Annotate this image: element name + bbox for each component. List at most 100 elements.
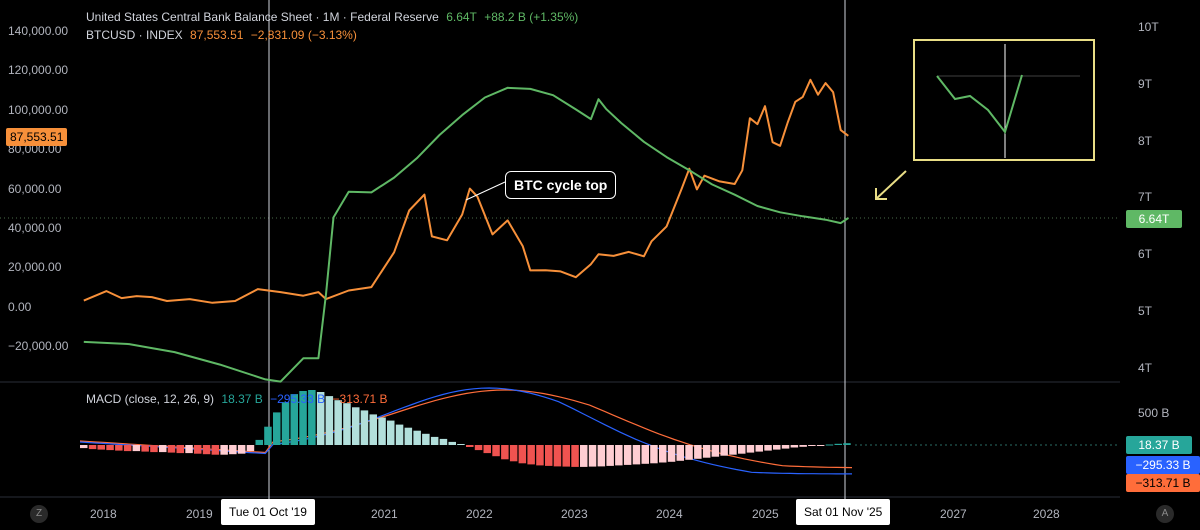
legend-balance-change: +88.2 B (+1.35%) [484, 10, 579, 24]
legend-macd: MACD (close, 12, 26, 9) 18.37 B −295.33 … [86, 392, 392, 406]
macd-histogram-bar [202, 445, 211, 455]
macd-histogram-bar [325, 396, 334, 445]
right-axis-tick: 9T [1138, 76, 1153, 91]
callout-pointer [465, 181, 506, 201]
macd-histogram-bar [580, 445, 588, 467]
right-axis-tick: 5T [1138, 304, 1153, 318]
macd-histogram-bar [404, 427, 413, 445]
left-axis-tick: 140,000.00 [8, 24, 69, 38]
x-axis-tick: 2023 [561, 507, 588, 521]
macd-histogram-bar [466, 445, 474, 447]
macd-histogram-bar [720, 445, 728, 456]
legend-balance-title: United States Central Bank Balance Sheet… [86, 10, 439, 24]
x-axis-tick: 2024 [656, 507, 683, 521]
auto-scale-icon[interactable]: A [1156, 505, 1174, 523]
macd-histogram-bar [176, 445, 184, 454]
macd-histogram-bar [527, 445, 535, 465]
macd-histogram-bar [299, 391, 307, 445]
macd-histogram-bar [667, 445, 676, 462]
macd-histogram-bar [123, 445, 132, 452]
x-axis-tick: 2019 [186, 507, 213, 521]
macd-histogram-bar [194, 445, 202, 454]
macd-histogram-bar [808, 445, 816, 446]
macd-histogram-bar [115, 445, 123, 451]
macd-histogram-bar [650, 445, 658, 464]
macd-histogram-bar [413, 430, 421, 445]
macd-histogram-bar [483, 445, 491, 454]
macd-histogram-bar [387, 420, 395, 445]
macd-histogram-bar [623, 445, 632, 465]
macd-histogram-bar [229, 445, 237, 455]
balance-price-tag: 6.64T [1126, 210, 1182, 228]
balance-sheet-line [83, 86, 849, 383]
macd-histogram-bar [834, 443, 842, 445]
macd-histogram-bar [694, 445, 702, 459]
macd-histogram-bar [702, 445, 711, 458]
macd-histogram-bar [799, 445, 807, 447]
macd-histogram-bar [843, 443, 851, 445]
macd-histogram-bar [729, 445, 737, 455]
x-axis-tick: 2025 [752, 507, 779, 521]
macd-histogram-bar [211, 445, 220, 455]
macd-signal-tag: −313.71 B [1126, 474, 1200, 492]
macd-histogram-bar [685, 445, 693, 460]
macd-histogram-bar [790, 445, 799, 448]
macd-histogram-bar [316, 392, 325, 445]
macd-histogram-bar [773, 445, 781, 450]
x-axis-tick: 2022 [466, 507, 493, 521]
macd-histogram-bar [237, 445, 246, 454]
legend-btc-value: 87,553.51 [190, 28, 244, 42]
macd-histogram-bar [588, 445, 597, 467]
legend-balance-sheet: United States Central Bank Balance Sheet… [86, 10, 582, 24]
macd-histogram-bar [764, 445, 772, 451]
left-axis-tick: −20,000.00 [8, 339, 69, 354]
macd-histogram-bar [290, 394, 298, 445]
macd-histogram-bar [562, 445, 570, 467]
macd-histogram-bar [615, 445, 623, 466]
macd-histogram-bar [273, 412, 281, 445]
macd-histogram-bar [659, 445, 667, 463]
macd-histogram-bar [492, 445, 500, 457]
macd-histogram-bar [132, 445, 141, 452]
macd-histogram-bar [334, 400, 342, 445]
macd-histogram-bar [360, 410, 369, 445]
x-axis-tick: 2021 [371, 507, 398, 521]
btc-price-line [83, 78, 849, 304]
left-axis-tick: 120,000.00 [8, 63, 69, 78]
macd-histogram-bar [738, 445, 746, 454]
macd-histogram-bar [150, 445, 158, 453]
macd-histogram-bar [88, 445, 97, 450]
macd-histogram-bar [457, 444, 465, 445]
inset-balance-line [936, 74, 1023, 135]
legend-macd-hist: 18.37 B [221, 392, 263, 406]
cycle-top-callout: BTC cycle top [505, 171, 617, 199]
macd-histogram-bar [141, 445, 149, 452]
right-axis-tick: 8T [1138, 133, 1153, 148]
macd-histogram-bar [545, 445, 553, 466]
annotation-arrow [875, 170, 907, 200]
macd-histogram-bar [220, 445, 228, 455]
btc-price-tag: 87,553.51 [6, 128, 68, 146]
macd-histogram-bar [781, 445, 790, 449]
macd-histogram-bar [632, 445, 641, 465]
crosshair-date-2: Sat 01 Nov '25 [796, 499, 891, 525]
macd-histogram-bar [825, 444, 834, 446]
right-axis-tick: 7T [1138, 190, 1153, 205]
macd-histogram-bar [711, 445, 720, 457]
macd-histogram-bar [343, 403, 351, 445]
macd-histogram-bar [816, 445, 825, 446]
macd-histogram-bar [536, 445, 544, 466]
macd-histogram-bar [246, 445, 255, 452]
macd-histogram-bar [755, 445, 763, 452]
right-axis-tick: 10T [1138, 20, 1159, 34]
x-axis-tick: 2018 [90, 507, 117, 521]
macd-histogram-bar [509, 445, 518, 462]
timezone-icon[interactable]: Z [30, 505, 48, 523]
macd-histogram-bar [448, 441, 456, 445]
x-axis-tick: 2027 [940, 507, 967, 521]
macd-histogram-bar [106, 445, 114, 451]
macd-histogram-bar [167, 445, 176, 453]
macd-histogram-bar [518, 445, 527, 464]
macd-histogram-bar [746, 445, 755, 453]
